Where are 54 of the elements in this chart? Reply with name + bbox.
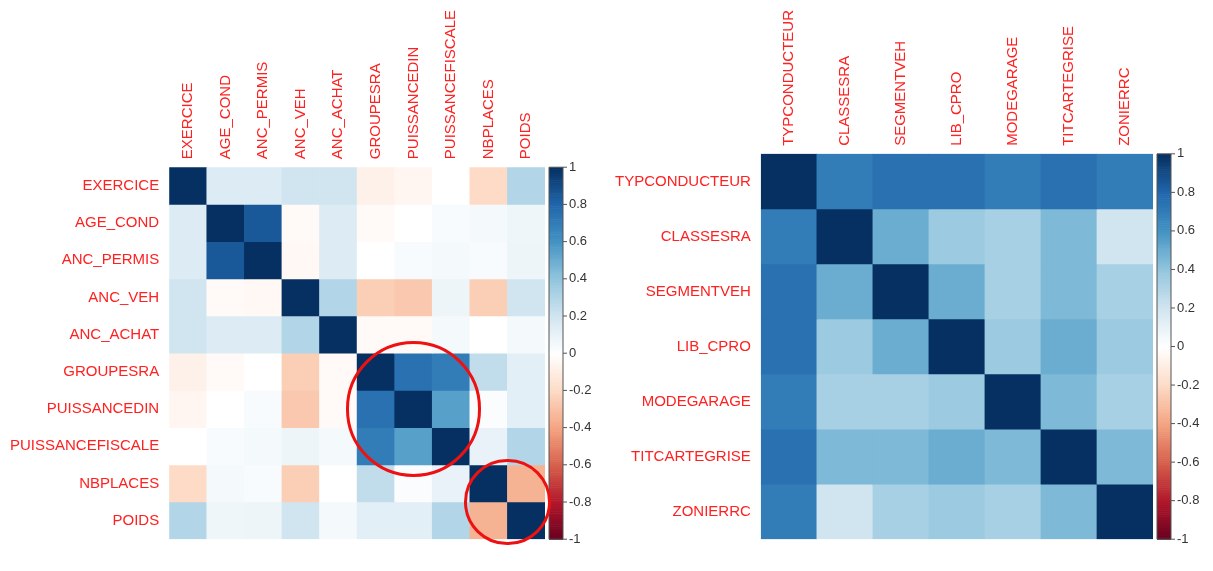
y-tick-label: ANC_PERMIS [61,250,160,268]
x-tick-label: ANC_VEH [290,88,308,160]
color-bar-label: -0.4 [1177,415,1200,431]
color-bar-label: 0.6 [1177,222,1196,238]
color-bar-label: 1 [1177,145,1185,161]
color-bar-label: -0.2 [1177,376,1200,392]
x-tick-label: POIDS [516,112,534,160]
x-tick-label: SEGMENTVEH [891,40,909,146]
y-tick-label: GROUPESRA [63,361,160,379]
x-tick-label: PUISSANCEDIN [403,46,421,160]
y-tick-label: PUISSANCEDIN [46,399,160,417]
x-tick-label: CLASSESRA [835,55,853,146]
color-bar-label: 0.4 [1177,261,1196,277]
y-tick-label: LIB_CPRO [676,336,751,354]
y-tick-label: NBPLACES [79,473,160,491]
color-bar-label: -0.8 [1177,492,1200,508]
x-tick-label: TITCARTEGRISE [1059,26,1077,146]
y-tick-label: ANC_ACHAT [69,324,160,342]
color-bar-label: -0.6 [1177,453,1200,469]
color-bar-label: 0.2 [569,307,588,323]
x-tick-label: NBPLACES [478,79,496,160]
y-tick-label: POIDS [112,510,160,528]
color-bar-label: 0 [569,344,577,360]
x-tick-label: AGE_COND [215,74,233,160]
color-bar-label: 0.8 [569,195,588,211]
color-bar-label: 0.4 [569,270,588,286]
color-bar-label: 0.2 [1177,299,1196,315]
x-tick-label: PUISSANCEFISCALE [441,9,459,160]
color-bar-label: -0.6 [569,456,592,472]
y-tick-label: ANC_VEH [88,287,160,305]
color-bar-label: -0.2 [569,381,592,397]
color-bar-label: -0.4 [569,419,592,435]
color-bar-label: -1 [569,530,581,546]
color-bar-label: 0.6 [569,233,588,249]
x-tick-label: ANC_ACHAT [328,69,346,160]
color-bar-label: -0.8 [569,493,592,509]
y-tick-label: TITCARTEGRISE [631,446,751,464]
y-tick-label: TYPCONDUCTEUR [614,171,751,189]
color-bar-label: 1 [569,158,577,174]
x-tick-label: MODEGARAGE [1003,36,1021,146]
y-tick-label: AGE_COND [75,213,160,231]
y-tick-label: PUISSANCEFISCALE [9,436,160,454]
color-bar-label: -1 [1177,530,1189,546]
color-bar-label: 0.8 [1177,183,1196,199]
y-tick-label: SEGMENTVEH [645,281,751,299]
y-tick-label: CLASSESRA [660,226,751,244]
color-bar-label: 0 [1177,338,1185,354]
x-tick-label: ANC_PERMIS [253,61,271,160]
x-tick-label: GROUPESRA [366,63,384,160]
x-tick-label: LIB_CPRO [947,71,965,146]
y-tick-label: EXERCICE [82,175,160,193]
y-tick-label: MODEGARAGE [641,391,751,409]
x-tick-label: ZONIERRC [1115,67,1133,146]
y-tick-label: ZONIERRC [672,501,751,519]
